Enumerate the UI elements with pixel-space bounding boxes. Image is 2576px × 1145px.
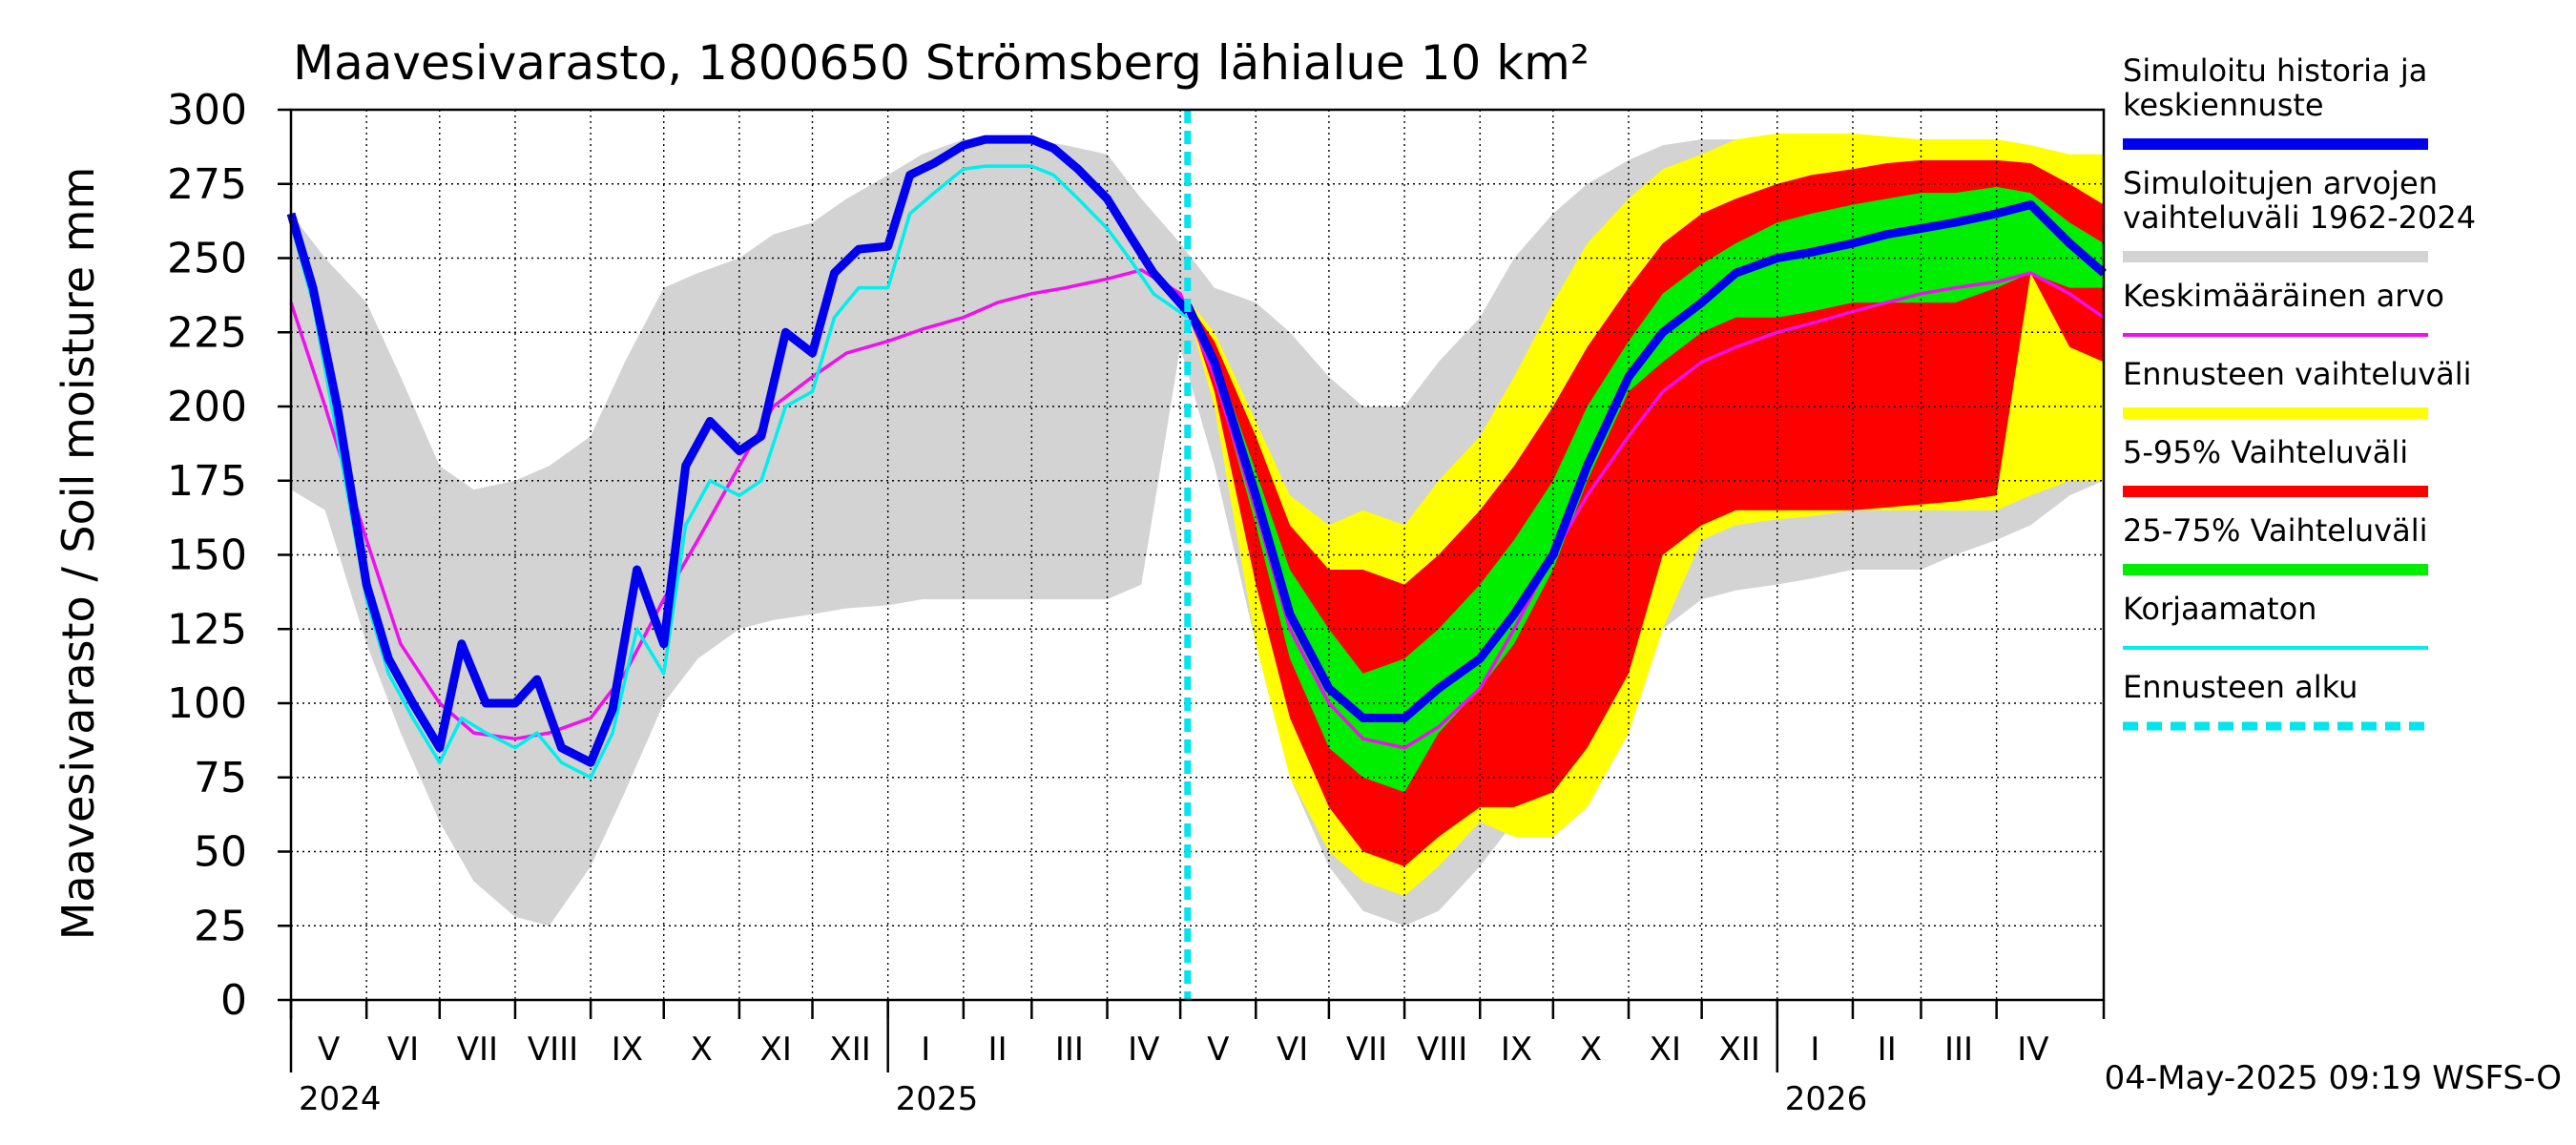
y-tick-label: 50 — [194, 828, 247, 877]
legend-label: Keskimääräinen arvo — [2123, 278, 2444, 314]
x-month-label: I — [1810, 1030, 1819, 1069]
forecast-median-line — [1183, 200, 2107, 722]
y-tick-label: 200 — [167, 383, 247, 431]
legend-item-start: Ennusteen alku — [2123, 669, 2428, 731]
x-year-label: 2024 — [299, 1080, 382, 1118]
y-tick-label: 0 — [220, 976, 247, 1025]
x-month-label: VI — [1277, 1030, 1308, 1069]
x-month-label: II — [988, 1030, 1008, 1069]
legend-label: Simuloitujen arvojen — [2123, 165, 2438, 201]
legend-item-fc_range: Ennusteen vaihteluväli — [2123, 356, 2472, 419]
uncorrected-line — [289, 164, 1189, 780]
legend-label: vaihteluväli 1962-2024 — [2123, 199, 2476, 236]
timestamp-footer: 04-May-2025 09:19 WSFS-O — [2105, 1059, 2562, 1097]
y-tick-label: 300 — [167, 86, 247, 135]
y-tick-label: 225 — [167, 308, 247, 357]
y-tick-label: 175 — [167, 457, 247, 506]
legend-item-raw: Korjaamaton — [2123, 591, 2428, 650]
x-year-label: 2026 — [1785, 1080, 1868, 1118]
chart-title: Maavesivarasto, 1800650 Strömsberg lähia… — [293, 35, 1589, 91]
x-month-label: II — [1878, 1030, 1897, 1069]
legend: Simuloitu historia jakeskiennusteSimuloi… — [2123, 52, 2476, 731]
x-month-label: III — [1944, 1030, 1973, 1069]
y-tick-label: 25 — [194, 902, 247, 950]
x-month-label: VII — [1346, 1030, 1387, 1069]
legend-label: Ennusteen alku — [2123, 669, 2358, 705]
legend-item-p25_75: 25-75% Vaihteluväli — [2123, 512, 2428, 575]
x-month-label: VII — [457, 1030, 498, 1069]
x-month-label: VI — [387, 1030, 419, 1069]
legend-item-mean: Keskimääräinen arvo — [2123, 278, 2444, 337]
legend-label: Simuloitu historia ja — [2123, 52, 2427, 89]
legend-item-p5_95: 5-95% Vaihteluväli — [2123, 434, 2428, 497]
x-month-label: V — [1207, 1030, 1229, 1069]
y-tick-label: 75 — [194, 754, 247, 802]
x-month-label: X — [691, 1030, 713, 1069]
series-lines — [286, 110, 2107, 1000]
legend-label: keskiennuste — [2123, 87, 2324, 123]
y-tick-label: 100 — [167, 679, 247, 728]
forecast-25-75-area — [1187, 186, 2104, 793]
x-month-label: VIII — [528, 1030, 578, 1069]
y-axis-label: Maavesivarasto / Soil moisture mm — [52, 167, 104, 941]
history-line — [286, 135, 1192, 767]
x-month-label: III — [1055, 1030, 1084, 1069]
x-month-label: XI — [760, 1030, 792, 1069]
x-month-label: IV — [2017, 1030, 2048, 1069]
x-month-label: XI — [1650, 1030, 1681, 1069]
x-month-label: XII — [1719, 1030, 1760, 1069]
x-month-label: X — [1580, 1030, 1602, 1069]
x-month-label: V — [318, 1030, 340, 1069]
legend-label: 5-95% Vaihteluväli — [2123, 434, 2408, 470]
y-tick-label: 150 — [167, 531, 247, 580]
legend-label: 25-75% Vaihteluväli — [2123, 512, 2427, 549]
x-month-label: I — [921, 1030, 930, 1069]
legend-label: Ennusteen vaihteluväli — [2123, 356, 2472, 392]
x-month-label: VIII — [1417, 1030, 1467, 1069]
x-year-label: 2025 — [896, 1080, 979, 1118]
x-month-label: IX — [1501, 1030, 1532, 1069]
y-tick-label: 275 — [167, 160, 247, 209]
legend-label: Korjaamaton — [2123, 591, 2316, 627]
x-month-label: IX — [612, 1030, 643, 1069]
x-month-label: IV — [1128, 1030, 1159, 1069]
y-tick-label: 125 — [167, 605, 247, 654]
x-month-label: XII — [829, 1030, 870, 1069]
y-tick-label: 250 — [167, 235, 247, 283]
